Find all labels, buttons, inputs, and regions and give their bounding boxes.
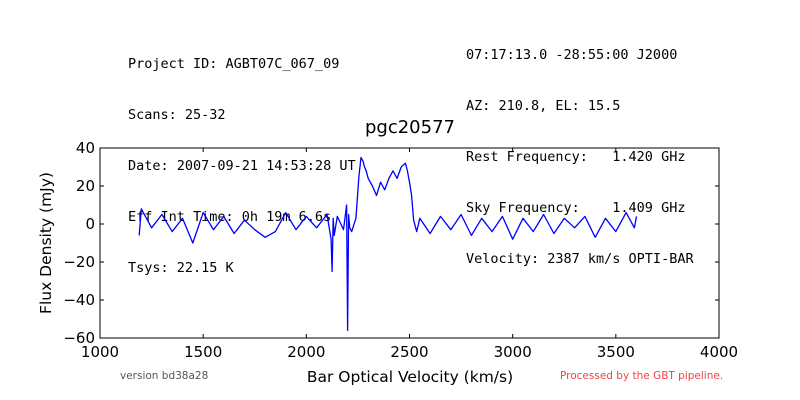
scans-text: Scans: 25-32 — [128, 107, 226, 123]
x-tick-label: 1000 — [81, 343, 119, 361]
version-text: version bd38a28 — [120, 370, 209, 382]
y-axis-label: Flux Density (mJy) — [37, 172, 55, 314]
chart-title: pgc20577 — [365, 117, 455, 138]
x-tick-label: 2500 — [390, 343, 428, 361]
x-tick-label: 3000 — [494, 343, 532, 361]
y-tick-label: −60 — [63, 329, 95, 347]
rest-frequency-text: Rest Frequency: 1.420 GHz — [466, 149, 686, 165]
tsys-text: Tsys: 22.15 K — [128, 260, 234, 276]
eff-int-time-text: Eff Int Time: 0h 19m 6.6s — [128, 209, 332, 225]
pipeline-credit-text: Processed by the GBT pipeline. — [560, 370, 724, 382]
sky-frequency-text: Sky Frequency: 1.409 GHz — [466, 200, 686, 216]
y-tick-label: 0 — [85, 215, 95, 233]
spectrum-series-line — [138, 156, 638, 332]
date-text: Date: 2007-09-21 14:53:28 UT — [128, 158, 356, 174]
y-tick-label: −20 — [63, 253, 95, 271]
axis-ticks: 1000 1500 2000 2500 3000 3500 4000 −60 −40 −20 0 20… — [63, 139, 738, 361]
az-el-text: AZ: 210.8, EL: 15.5 — [466, 98, 621, 114]
y-tick-label: −40 — [63, 291, 95, 309]
project-id-text: Project ID: AGBT07C_067_09 — [128, 56, 340, 72]
y-tick-label: 20 — [76, 177, 95, 195]
x-tick-label: 4000 — [700, 343, 738, 361]
plot-area — [138, 156, 638, 332]
x-tick-label: 2000 — [287, 343, 325, 361]
x-tick-label: 1500 — [184, 343, 222, 361]
velocity-text: Velocity: 2387 km/s OPTI-BAR — [466, 251, 694, 267]
y-tick-label: 40 — [76, 139, 95, 157]
observation-info-left: Project ID: AGBT07C_067_09 Scans: 25-32 … — [128, 22, 356, 294]
x-axis-label: Bar Optical Velocity (km/s) — [307, 368, 513, 386]
observation-info-right: 07:17:13.0 -28:55:00 J2000 AZ: 210.8, EL… — [466, 13, 694, 285]
coordinates-text: 07:17:13.0 -28:55:00 J2000 — [466, 47, 678, 63]
x-tick-label: 3500 — [597, 343, 635, 361]
